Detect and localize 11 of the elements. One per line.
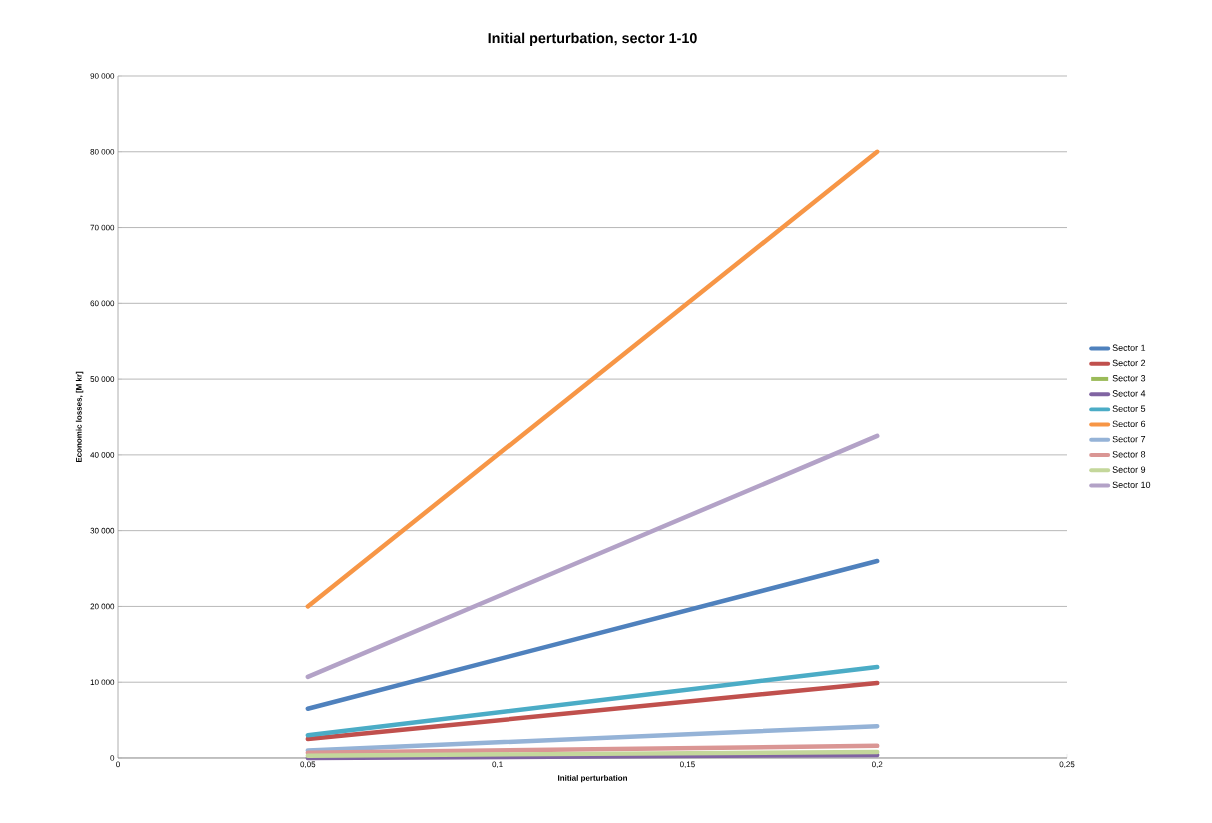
legend-label: Sector 6 [1112,420,1146,428]
legend-label: Sector 10 [1112,481,1151,488]
legend-label: Sector 3 [1112,375,1146,382]
legend-label: Sector 8 [1112,451,1146,458]
chart-title: Initial perturbation, sector 1-10 [488,32,697,47]
legend-label: Sector 2 [1112,359,1146,367]
legend-label: Sector 4 [1112,390,1146,397]
legend-label: Sector 1 [1112,344,1146,351]
legend-label: Sector 9 [1112,466,1146,473]
legend-label: Sector 7 [1112,435,1146,443]
legend-label: Sector 5 [1112,405,1146,412]
